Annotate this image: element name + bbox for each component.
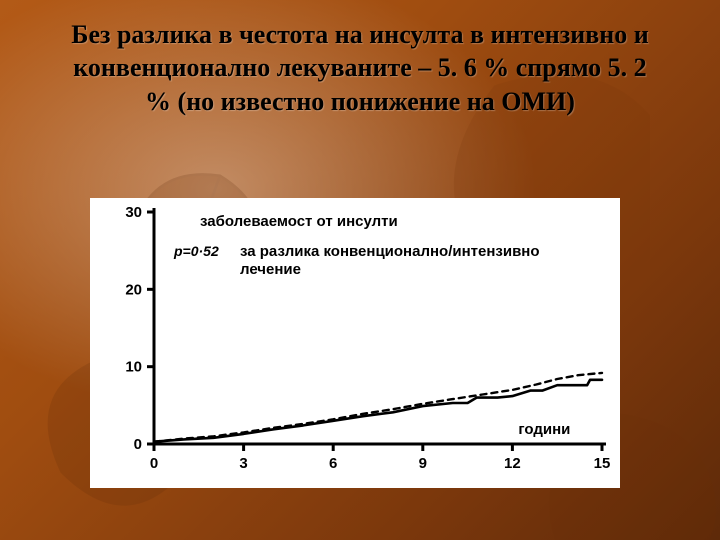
svg-text:3: 3: [239, 455, 247, 472]
svg-text:лечение: лечение: [240, 261, 301, 278]
svg-text:10: 10: [125, 359, 142, 376]
svg-text:p=0·52: p=0·52: [173, 243, 219, 259]
svg-text:0: 0: [134, 436, 142, 453]
svg-text:6: 6: [329, 455, 337, 472]
chart-panel: 0 10 20 30 0 3 6 9 12 15 години заболеваемост от ин…: [90, 198, 620, 488]
svg-text:години: години: [518, 421, 570, 438]
svg-text:за разлика конвенционално/инте: за разлика конвенционално/интензивно: [240, 243, 540, 260]
svg-text:30: 30: [125, 204, 142, 221]
stroke-incidence-chart: 0 10 20 30 0 3 6 9 12 15 години заболеваемост от ин…: [90, 198, 620, 488]
svg-text:12: 12: [504, 455, 521, 472]
svg-text:0: 0: [150, 455, 158, 472]
slide: Без разлика в честота на инсулта в интен…: [0, 0, 720, 540]
title-line: Без разлика в честота на инсулта в интен…: [71, 20, 648, 49]
svg-text:20: 20: [125, 281, 142, 298]
svg-text:заболеваемост от инсулти: заболеваемост от инсулти: [200, 213, 398, 230]
svg-text:9: 9: [419, 455, 427, 472]
title-line: % (но известно понижение на ОМИ): [145, 87, 575, 116]
slide-title: Без разлика в честота на инсулта в интен…: [30, 18, 690, 118]
title-line: конвенционално лекуваните – 5. 6 % спрям…: [73, 53, 646, 82]
svg-text:15: 15: [594, 455, 611, 472]
title-block: Без разлика в честота на инсулта в интен…: [30, 18, 690, 118]
